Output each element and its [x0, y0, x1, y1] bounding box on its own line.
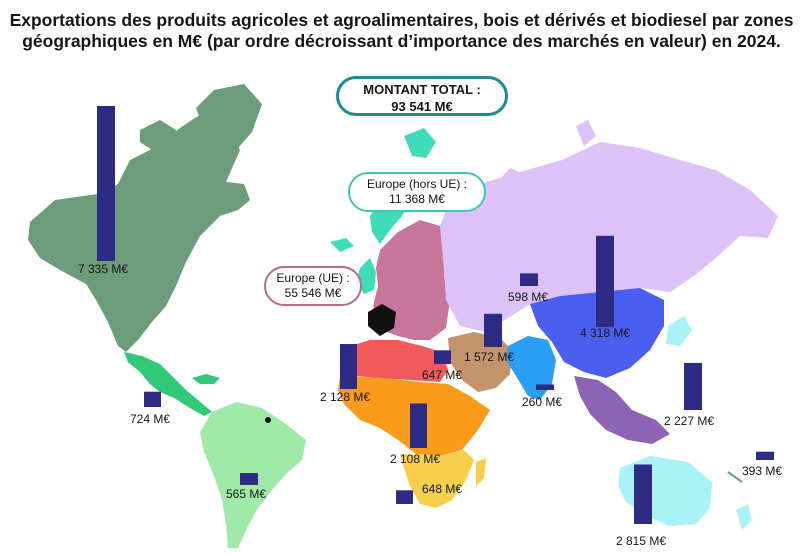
value-label: 647 M€ [422, 368, 463, 382]
value-bar [756, 451, 774, 460]
europe-ue-callout: Europe (UE) : 55 546 M€ [264, 266, 362, 306]
europe-ue-label: Europe (UE) : [276, 271, 350, 285]
value-bar [596, 235, 614, 327]
value-label: 393 M€ [742, 464, 783, 478]
value-bar [97, 106, 115, 261]
region-greenland [196, 84, 262, 156]
value-label: 2 227 M€ [664, 414, 715, 428]
value-bar [520, 273, 538, 286]
value-label: 2 815 M€ [616, 534, 667, 548]
region-southern-africa [400, 450, 474, 508]
value-label: 724 M€ [130, 412, 171, 426]
value-bar [434, 350, 451, 364]
europe-hors-ue-label: Europe (hors UE) : [366, 177, 468, 191]
value-label: 1 572 M€ [464, 350, 515, 364]
region-russia-islands [494, 120, 596, 190]
region-france [368, 304, 396, 336]
region-iceland [330, 238, 354, 252]
value-bar [484, 313, 502, 347]
europe-ue-value: 55 546 M€ [284, 286, 342, 300]
pacific-islands [727, 471, 743, 483]
region-svalbard [404, 128, 436, 158]
value-bar [340, 344, 357, 389]
value-label: 7 335 M€ [78, 262, 129, 276]
map-title: Exportations des produits agricoles et a… [9, 10, 794, 51]
value-bar [536, 384, 554, 390]
region-new-zealand [736, 504, 752, 530]
value-label: 598 M€ [508, 290, 549, 304]
total-label: MONTANT TOTAL : [363, 82, 481, 97]
europe-hors-ue-value: 11 368 M€ [389, 192, 445, 206]
total-value: 93 541 M€ [391, 99, 453, 114]
region-arctic-islands [140, 120, 198, 172]
value-bar [240, 473, 258, 485]
total-callout: MONTANT TOTAL : 93 541 M€ [336, 76, 508, 116]
region-caribbean [192, 374, 220, 384]
value-label: 2 128 M€ [320, 390, 371, 404]
region-southeast-asia [574, 376, 670, 444]
value-bar [634, 464, 652, 524]
value-label: 565 M€ [226, 487, 267, 501]
region-japan [666, 316, 692, 346]
region-oceania [618, 456, 712, 526]
region-north-africa [342, 340, 448, 382]
region-south-asia [506, 336, 556, 400]
value-bar [684, 362, 702, 410]
value-label: 648 M€ [422, 482, 463, 496]
french-guiana-marker [265, 417, 271, 423]
value-bars [97, 106, 774, 524]
value-bar [410, 403, 427, 448]
europe-hors-ue-callout: Europe (hors UE) : 11 368 M€ [348, 172, 486, 212]
value-label: 260 M€ [522, 395, 563, 409]
region-central-america [124, 352, 212, 416]
region-madagascar [476, 458, 486, 486]
region-east-asia [530, 288, 664, 378]
value-label: 4 318 M€ [580, 326, 631, 340]
value-bar [396, 490, 413, 504]
value-label: 2 108 M€ [390, 452, 441, 466]
value-bar [144, 391, 161, 407]
